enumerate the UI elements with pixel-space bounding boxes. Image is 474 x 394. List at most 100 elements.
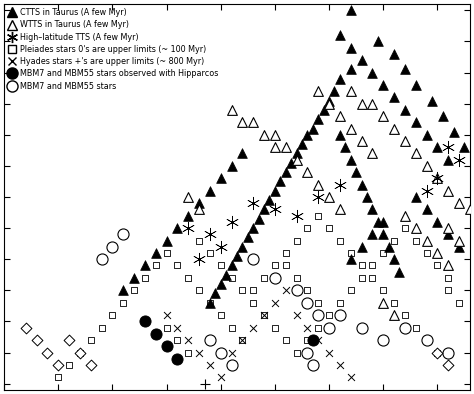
Point: [152, 262, 160, 269]
Point: [412, 194, 419, 200]
Point: [249, 325, 257, 331]
Point: [228, 107, 236, 113]
Point: [325, 97, 333, 104]
Point: [374, 219, 382, 225]
Point: [271, 275, 279, 281]
Point: [309, 125, 317, 132]
Point: [336, 32, 344, 39]
Point: [293, 212, 301, 219]
Point: [390, 51, 398, 57]
Point: [249, 119, 257, 126]
Point: [412, 150, 419, 156]
Point: [390, 125, 398, 132]
Point: [271, 325, 279, 331]
Point: [228, 262, 236, 269]
Point: [282, 287, 290, 294]
Point: [109, 312, 116, 318]
Point: [379, 82, 387, 88]
Point: [217, 281, 225, 287]
Point: [282, 262, 290, 269]
Point: [390, 94, 398, 100]
Point: [379, 219, 387, 225]
Point: [195, 238, 203, 244]
Point: [119, 231, 127, 238]
Point: [401, 225, 409, 231]
Point: [423, 337, 430, 343]
Point: [390, 238, 398, 244]
Point: [325, 225, 333, 231]
Point: [314, 194, 322, 200]
Point: [325, 325, 333, 331]
Point: [309, 337, 317, 343]
Point: [249, 287, 257, 294]
Point: [293, 156, 301, 163]
Point: [336, 181, 344, 188]
Point: [173, 225, 181, 231]
Point: [379, 337, 387, 343]
Point: [423, 188, 430, 194]
Point: [33, 337, 40, 343]
Point: [434, 349, 441, 356]
Point: [325, 194, 333, 200]
Point: [347, 256, 355, 262]
Point: [271, 132, 279, 138]
Point: [347, 374, 355, 381]
Point: [228, 349, 236, 356]
Point: [217, 262, 225, 269]
Point: [206, 231, 214, 238]
Point: [195, 349, 203, 356]
Point: [293, 287, 301, 294]
Point: [163, 343, 170, 349]
Point: [271, 144, 279, 151]
Point: [195, 287, 203, 294]
Point: [325, 100, 333, 107]
Point: [260, 312, 268, 318]
Point: [206, 250, 214, 256]
Point: [141, 275, 149, 281]
Point: [445, 156, 452, 163]
Point: [396, 268, 403, 275]
Point: [423, 238, 430, 244]
Point: [352, 169, 360, 175]
Point: [309, 362, 317, 368]
Point: [379, 250, 387, 256]
Point: [206, 188, 214, 194]
Point: [249, 200, 257, 206]
Point: [55, 362, 62, 368]
Point: [217, 374, 225, 381]
Point: [336, 362, 344, 368]
Point: [445, 287, 452, 294]
Point: [195, 206, 203, 213]
Point: [336, 113, 344, 119]
Point: [206, 337, 214, 343]
Point: [455, 200, 463, 206]
Point: [282, 144, 290, 151]
Point: [412, 238, 419, 244]
Point: [271, 262, 279, 269]
Point: [287, 160, 295, 166]
Point: [304, 225, 311, 231]
Point: [455, 243, 463, 250]
Point: [293, 150, 301, 156]
Point: [276, 178, 284, 185]
Point: [434, 262, 441, 269]
Point: [445, 188, 452, 194]
Point: [260, 206, 268, 213]
Point: [260, 312, 268, 318]
Point: [325, 349, 333, 356]
Point: [238, 150, 246, 156]
Point: [217, 312, 225, 318]
Point: [173, 325, 181, 331]
Point: [238, 337, 246, 343]
Point: [65, 337, 73, 343]
Point: [423, 250, 430, 256]
Point: [184, 225, 192, 231]
Point: [173, 337, 181, 343]
Point: [314, 116, 322, 123]
Point: [163, 238, 170, 244]
Point: [76, 349, 84, 356]
Point: [325, 312, 333, 318]
Point: [260, 132, 268, 138]
Point: [369, 100, 376, 107]
Point: [238, 119, 246, 126]
